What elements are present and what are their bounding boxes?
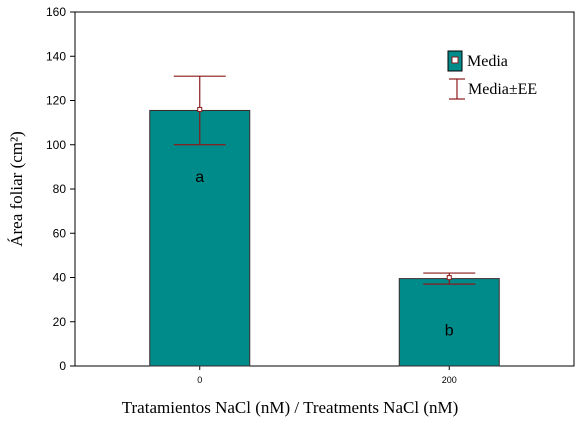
y-tick-label: 120 [46, 94, 66, 108]
bar-200 [398, 278, 500, 367]
y-tick-label: 0 [59, 359, 66, 373]
legend-label-media-ee: Media±EE [468, 81, 537, 98]
y-tick-label: 60 [53, 226, 67, 240]
y-axis-title: Área foliar (cm²) [7, 131, 26, 247]
bar-annotation-0: a [195, 169, 204, 186]
legend: Media Media±EE [447, 50, 537, 100]
bar-annotation-200: b [445, 322, 454, 339]
bars: ab [149, 75, 500, 367]
x-tick-label: 0 [197, 375, 202, 385]
legend-swatch-marker [451, 56, 459, 64]
y-tick-label: 140 [46, 49, 66, 63]
bar-0 [149, 109, 251, 367]
y-tick-label: 100 [46, 138, 66, 152]
legend-entry-media: Media [447, 50, 508, 72]
legend-error-bar-icon [449, 78, 465, 100]
x-axis-title: Tratamientos NaCl (nM) / Treatments NaCl… [122, 398, 459, 417]
mean-marker-200 [446, 275, 452, 281]
mean-marker-0 [197, 106, 203, 112]
y-tick-label: 40 [53, 271, 67, 285]
x-tick-label: 200 [442, 375, 457, 385]
y-tick-label: 80 [53, 182, 67, 196]
y-tick-label: 20 [53, 315, 67, 329]
legend-entry-media-ee: Media±EE [449, 78, 537, 100]
y-tick-label: 160 [46, 5, 66, 19]
legend-label-media: Media [467, 53, 508, 70]
x-axis: 0 200 [197, 366, 457, 385]
y-axis: 0 20 40 60 80 100 120 140 160 [46, 5, 75, 373]
